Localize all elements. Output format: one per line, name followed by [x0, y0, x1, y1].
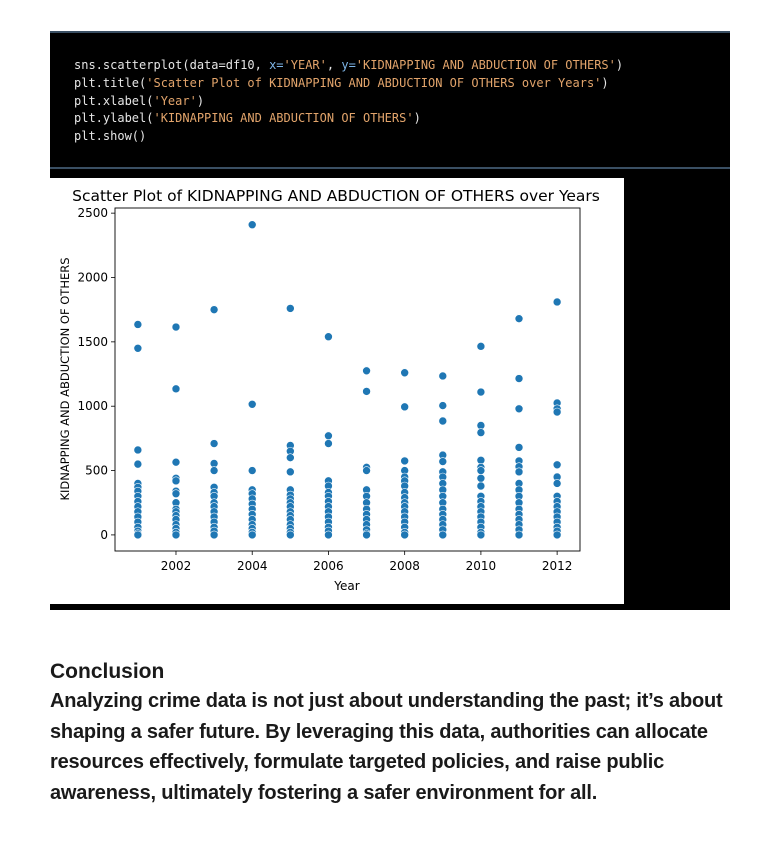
y-ticks: 0 500 1000 1500 2000 2500 [77, 206, 115, 542]
x-tick-label: 2012 [542, 559, 573, 573]
data-point [476, 387, 486, 397]
data-point [324, 439, 333, 448]
x-tick-label: 2004 [237, 559, 268, 573]
x-tick-label: 2008 [389, 559, 420, 573]
data-point [552, 460, 562, 470]
code-line: plt.show() [74, 129, 147, 144]
data-point [171, 457, 181, 467]
data-point [133, 320, 143, 329]
chart-title: Scatter Plot of KIDNAPPING AND ABDUCTION… [72, 187, 600, 205]
data-point [362, 466, 371, 475]
data-point [209, 466, 219, 475]
data-point [514, 467, 524, 477]
data-point [171, 489, 181, 499]
data-point [133, 459, 143, 469]
y-tick-label: 0 [100, 528, 108, 542]
data-point [514, 314, 524, 323]
data-point [324, 530, 333, 540]
data-point [438, 416, 448, 426]
data-point [133, 445, 143, 455]
data-point [171, 322, 181, 332]
data-point [362, 530, 371, 540]
data-point [171, 384, 181, 394]
data-point [362, 387, 371, 396]
cell-top-rule [50, 31, 730, 33]
data-point [400, 456, 409, 466]
data-point [400, 368, 409, 378]
code-line: plt.xlabel('Year') [74, 93, 205, 108]
data-point [286, 467, 295, 477]
data-point [476, 428, 486, 437]
y-tick-label: 500 [85, 464, 108, 478]
notebook-output-cell: sns.scatterplot(data=df10, x='YEAR', y='… [50, 31, 730, 610]
data-point [133, 343, 143, 353]
data-point [476, 342, 486, 351]
data-point [247, 220, 257, 230]
data-point [438, 457, 448, 466]
scatter-points [133, 220, 562, 540]
data-point [247, 399, 257, 409]
code-block[interactable]: sns.scatterplot(data=df10, x='YEAR', y='… [74, 57, 623, 146]
data-point [171, 530, 181, 540]
x-axis-label: Year [333, 579, 359, 593]
data-point [247, 466, 257, 475]
data-point [209, 530, 219, 540]
x-ticks: 2002 2004 2006 2008 2010 2012 [161, 551, 573, 573]
conclusion-heading: Conclusion [50, 660, 165, 683]
data-point [476, 481, 486, 491]
data-point [438, 401, 448, 410]
plot-frame [114, 207, 581, 552]
data-point [286, 453, 295, 462]
data-point [362, 366, 371, 376]
data-point [514, 443, 524, 452]
data-point [209, 439, 219, 448]
data-point [552, 407, 562, 417]
code-line: sns.scatterplot(data=df10, x='YEAR', y='… [74, 58, 624, 72]
code-line: plt.ylabel('KIDNAPPING AND ABDUCTION OF … [74, 111, 421, 126]
data-point [476, 466, 486, 475]
data-point [209, 305, 219, 314]
y-tick-label: 2000 [77, 271, 108, 285]
data-point [286, 304, 295, 313]
data-point [286, 530, 295, 540]
data-point [514, 404, 524, 414]
data-point [476, 530, 486, 540]
data-point [552, 530, 562, 540]
conclusion-body: Analyzing crime data is not just about u… [50, 690, 723, 804]
y-tick-label: 1500 [77, 335, 108, 349]
data-point [438, 371, 448, 381]
code-line: plt.title('Scatter Plot of KIDNAPPING AN… [74, 75, 609, 90]
data-point [171, 476, 181, 486]
data-point [324, 332, 333, 342]
data-point [552, 297, 562, 307]
y-axis-label: KIDNAPPING AND ABDUCTION OF OTHERS [58, 257, 72, 500]
y-tick-label: 1000 [77, 399, 108, 413]
scatter-chart: 2002 2004 2006 2008 2010 2012 0 500 1000 1500 200… [58, 187, 600, 593]
data-point [247, 530, 257, 540]
data-point [476, 473, 486, 483]
plot-output: 2002 2004 2006 2008 2010 2012 0 500 1000 1500 200… [50, 178, 624, 604]
conclusion-section: Conclusion Analyzing crime data is not j… [50, 658, 730, 808]
data-point [400, 530, 409, 540]
cell-divider-rule [50, 167, 730, 169]
data-point [552, 479, 562, 488]
x-tick-label: 2002 [161, 559, 192, 573]
data-point [400, 402, 409, 412]
x-tick-label: 2010 [466, 559, 497, 573]
y-tick-label: 2500 [77, 206, 108, 220]
data-point [514, 530, 524, 540]
data-point [133, 530, 143, 540]
x-tick-label: 2006 [313, 559, 344, 573]
data-point [514, 374, 524, 383]
data-point [324, 431, 333, 441]
data-point [438, 530, 448, 540]
